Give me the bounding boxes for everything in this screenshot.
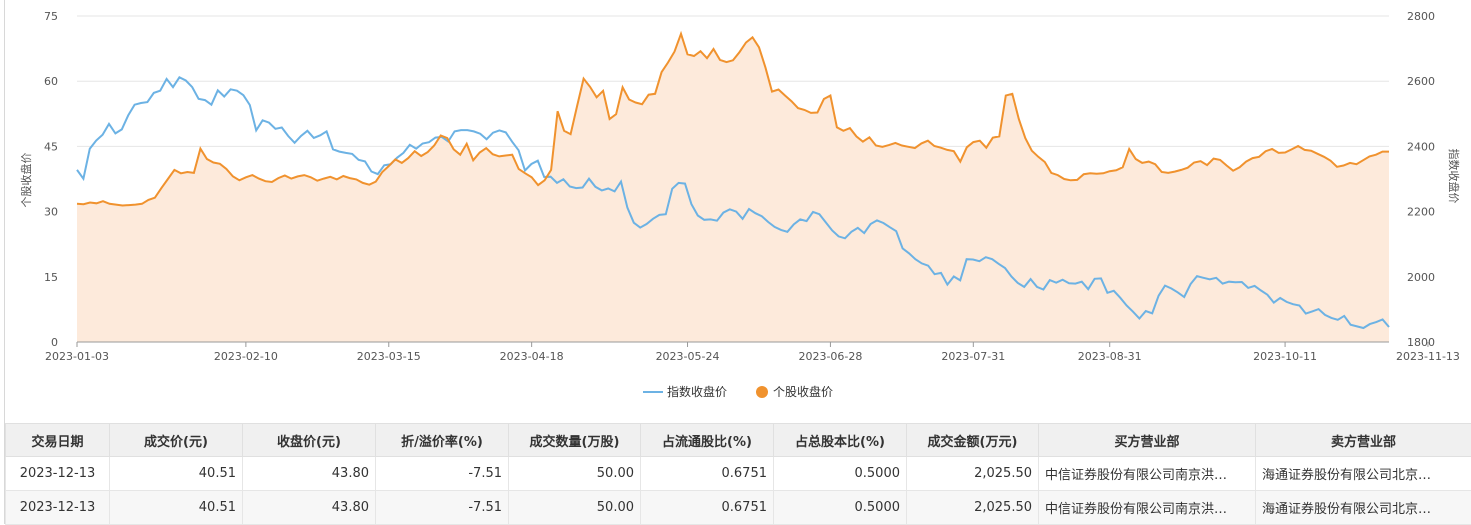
x-tick-label: 2023-07-31 xyxy=(941,350,1005,363)
y-right-tick-label: 1800 xyxy=(1407,336,1435,349)
y-left-tick-label: 75 xyxy=(44,10,58,23)
cell-amount: 2,025.50 xyxy=(907,457,1039,491)
cell-float-ratio: 0.6751 xyxy=(641,457,774,491)
cell-buyer: 中信证券股份有限公司南京洪… xyxy=(1039,457,1256,491)
legend-stock-label: 个股收盘价 xyxy=(773,384,833,399)
x-tick-label: 2023-04-18 xyxy=(500,350,564,363)
y-right-tick-label: 2200 xyxy=(1407,206,1435,219)
col-buyer[interactable]: 买方营业部 xyxy=(1039,424,1256,457)
y-right-tick-label: 2000 xyxy=(1407,271,1435,284)
col-amount[interactable]: 成交金额(万元) xyxy=(907,424,1039,457)
cell-seller: 海通证券股份有限公司北京… xyxy=(1256,491,1471,525)
cell-buyer: 中信证券股份有限公司南京洪… xyxy=(1039,491,1256,525)
x-tick-label: 2023-06-28 xyxy=(798,350,862,363)
y-left-tick-label: 15 xyxy=(44,271,58,284)
cell-total-ratio: 0.5000 xyxy=(774,457,907,491)
col-float-ratio[interactable]: 占流通股比(%) xyxy=(641,424,774,457)
cell-close-price: 43.80 xyxy=(243,457,376,491)
cell-volume: 50.00 xyxy=(509,457,641,491)
x-tick-label: 2023-10-11 xyxy=(1253,350,1317,363)
col-close-price[interactable]: 收盘价(元) xyxy=(243,424,376,457)
cell-premium-rate: -7.51 xyxy=(376,491,509,525)
table-row: 2023-12-13 40.51 43.80 -7.51 50.00 0.675… xyxy=(6,457,1471,491)
x-tick-label: 2023-05-24 xyxy=(656,350,720,363)
cell-trade-date: 2023-12-13 xyxy=(6,491,110,525)
cell-close-price: 43.80 xyxy=(243,491,376,525)
y-left-tick-label: 60 xyxy=(44,75,58,88)
x-tick-label: 2023-02-10 xyxy=(214,350,278,363)
col-volume[interactable]: 成交数量(万股) xyxy=(509,424,641,457)
y-right-tick-label: 2800 xyxy=(1407,10,1435,23)
cell-deal-price: 40.51 xyxy=(110,457,243,491)
y-left-tick-label: 30 xyxy=(44,206,58,219)
cell-premium-rate: -7.51 xyxy=(376,457,509,491)
y-right-tick-label: 2400 xyxy=(1407,140,1435,153)
block-trade-table: 交易日期 成交价(元) 收盘价(元) 折/溢价率(%) 成交数量(万股) 占流通… xyxy=(5,423,1471,525)
legend-stock-swatch xyxy=(756,386,768,398)
col-premium-rate[interactable]: 折/溢价率(%) xyxy=(376,424,509,457)
y-left-axis-title: 个股收盘价 xyxy=(19,153,33,208)
cell-total-ratio: 0.5000 xyxy=(774,491,907,525)
y-right-axis-title: 指数收盘价 xyxy=(1447,149,1461,204)
legend-index-label: 指数收盘价 xyxy=(667,384,727,399)
table-header-row: 交易日期 成交价(元) 收盘价(元) 折/溢价率(%) 成交数量(万股) 占流通… xyxy=(6,424,1471,457)
x-tick-label: 2023-11-13 xyxy=(1396,350,1460,363)
y-left-tick-label: 0 xyxy=(51,336,58,349)
x-tick-label: 2023-03-15 xyxy=(357,350,421,363)
cell-deal-price: 40.51 xyxy=(110,491,243,525)
table-row: 2023-12-13 40.51 43.80 -7.51 50.00 0.675… xyxy=(6,491,1471,525)
y-right-tick-label: 2600 xyxy=(1407,75,1435,88)
stock-area-fill xyxy=(77,34,1389,342)
y-left-tick-label: 45 xyxy=(44,140,58,153)
cell-seller: 海通证券股份有限公司北京… xyxy=(1256,457,1471,491)
x-tick-label: 2023-01-03 xyxy=(45,350,109,363)
cell-volume: 50.00 xyxy=(509,491,641,525)
col-trade-date[interactable]: 交易日期 xyxy=(6,424,110,457)
col-total-ratio[interactable]: 占总股本比(%) xyxy=(774,424,907,457)
col-deal-price[interactable]: 成交价(元) xyxy=(110,424,243,457)
cell-amount: 2,025.50 xyxy=(907,491,1039,525)
chart-svg: 0 1800 15 2000 30 2200 45 2400 60 2600 75 2800 2023-… xyxy=(0,0,1471,410)
x-tick-label: 2023-08-31 xyxy=(1078,350,1142,363)
cell-float-ratio: 0.6751 xyxy=(641,491,774,525)
price-chart: 0 1800 15 2000 30 2200 45 2400 60 2600 75 2800 2023-… xyxy=(0,0,1471,410)
cell-trade-date: 2023-12-13 xyxy=(6,457,110,491)
col-seller[interactable]: 卖方营业部 xyxy=(1256,424,1471,457)
